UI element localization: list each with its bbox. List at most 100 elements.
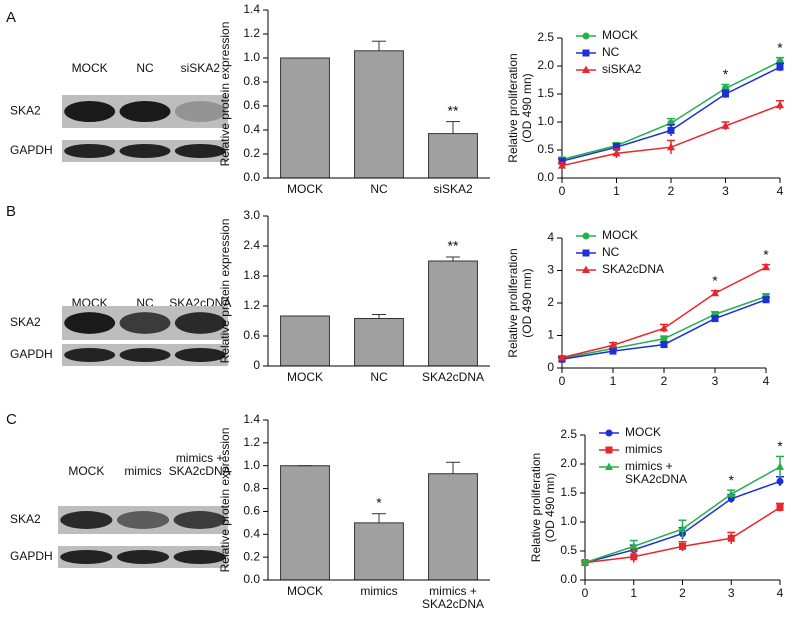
x-tick-label-text: SKA2cDNA	[421, 371, 485, 384]
point	[776, 100, 784, 109]
x-tick-label: 1	[630, 586, 637, 600]
y-tick-label: 2.5	[537, 30, 554, 44]
point	[762, 262, 770, 271]
y-tick-label: 1.0	[243, 458, 260, 472]
lane-label-box: NC	[113, 280, 176, 310]
lane-label-box: mimics	[111, 448, 176, 478]
lane-label-box: mimics + SKA2cDNA	[167, 448, 232, 478]
blot-band	[64, 143, 116, 159]
point	[612, 148, 621, 157]
y-tick-label: 1	[547, 328, 554, 342]
panel-label: C	[6, 411, 17, 428]
y-tick-label: 2.5	[560, 427, 577, 441]
y-tick-label: 0.0	[243, 170, 260, 184]
y-axis-label: Relative protein expression	[218, 428, 232, 573]
point	[558, 161, 566, 169]
x-tick-label-text: siSKA2	[433, 183, 473, 196]
legend-label-text: SKA2cDNA	[602, 263, 665, 276]
point	[679, 542, 686, 550]
panel-label: B	[6, 203, 16, 220]
x-tick-label-box: siSKA2	[433, 183, 473, 196]
legend-marker	[582, 249, 590, 257]
bar	[280, 57, 330, 179]
lane-label-box: MOCK	[72, 62, 108, 75]
x-tick-label: 3	[728, 586, 735, 600]
point	[630, 553, 638, 561]
legend-label-box: MOCK	[602, 29, 638, 42]
lane-label-box: siSKA2	[181, 62, 220, 75]
x-tick-label: 0	[559, 184, 566, 198]
point	[721, 121, 730, 129]
x-tick-label-box: MOCK	[268, 371, 342, 405]
blot-band	[64, 100, 116, 123]
y-axis-label: (OD 490 mn)	[520, 73, 534, 142]
y-tick-label: 2	[547, 295, 554, 309]
point	[660, 323, 668, 332]
x-tick-label: mimics	[342, 585, 416, 619]
y-axis-label: Relative proliferation	[529, 453, 543, 562]
blot-band	[174, 100, 226, 123]
y-tick-label: 1.5	[560, 485, 577, 499]
y-tick-label: 1.0	[243, 50, 260, 64]
y-tick-label: 0.8	[243, 74, 260, 88]
point	[762, 296, 770, 304]
blot-band	[116, 511, 170, 529]
legend-label-text: siSKA2	[602, 63, 642, 76]
legend-label-box: NC	[602, 246, 694, 276]
blot-band	[174, 347, 226, 363]
y-tick-label: 0.6	[243, 98, 260, 112]
significance: *	[763, 246, 769, 262]
x-tick-label: 1	[613, 184, 620, 198]
x-tick-label: NC	[342, 183, 416, 217]
blot-band	[60, 511, 113, 529]
significance: *	[376, 494, 382, 510]
point	[558, 353, 566, 361]
point	[776, 63, 784, 71]
significance: *	[777, 39, 783, 55]
lane-label-text: mimics + SKA2cDNA	[168, 451, 231, 478]
y-tick-label: 0.2	[243, 549, 260, 563]
x-tick-label: 2	[679, 586, 686, 600]
y-tick-label: 1.4	[243, 412, 260, 426]
x-tick-label-box: SKA2cDNA	[416, 371, 490, 405]
x-tick-label-text: mimics + SKA2cDNA	[421, 585, 485, 611]
x-tick-label-text: MOCK	[287, 183, 323, 196]
blot-row-label: GAPDH	[10, 549, 53, 563]
blot-band	[119, 312, 171, 334]
panel-label: A	[6, 9, 16, 26]
x-tick-label-text: NC	[370, 183, 388, 196]
lane-label: mimics + SKA2cDNA	[167, 448, 232, 478]
legend-label-box: NC	[602, 46, 619, 59]
legend-label: MOCK	[625, 426, 717, 456]
legend-marker	[582, 65, 590, 73]
legend-label-text: MOCK	[602, 29, 638, 42]
bar	[428, 133, 478, 179]
significance: *	[729, 472, 735, 488]
y-tick-label: 1.0	[560, 514, 577, 528]
legend-label: NC	[602, 246, 694, 276]
lane-label-text: NC	[136, 61, 154, 75]
blot-band	[116, 549, 170, 565]
legend-label: mimics	[625, 443, 717, 473]
legend-label-box: MOCK	[625, 426, 717, 456]
legend-marker	[582, 32, 590, 40]
y-tick-label: 1.5	[537, 86, 554, 100]
legend-marker	[582, 232, 590, 240]
point	[609, 347, 617, 355]
significance: **	[448, 102, 459, 118]
x-tick-label: MOCK	[268, 371, 342, 405]
lane-label: NC	[113, 280, 176, 310]
blot-band	[119, 347, 171, 363]
blot-row-label: SKA2	[10, 315, 41, 329]
blot-band	[174, 312, 226, 334]
y-tick-label: 0.6	[243, 328, 260, 342]
lane-label: mimics	[111, 448, 176, 478]
x-tick-label: MOCK	[268, 585, 342, 619]
x-tick-label: SKA2cDNA	[416, 371, 490, 405]
legend-label-text: mimics	[625, 443, 663, 456]
y-tick-label: 2.0	[560, 456, 577, 470]
point	[776, 462, 784, 470]
x-tick-label-text: mimics	[360, 585, 398, 598]
x-tick-label: 1	[610, 374, 617, 388]
x-tick-label: 4	[763, 374, 770, 388]
